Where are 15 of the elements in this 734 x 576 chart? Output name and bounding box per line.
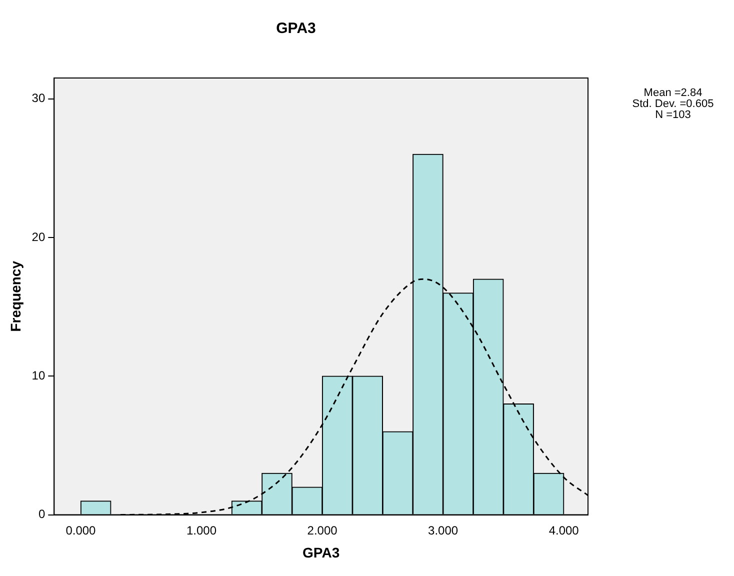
- x-tick-label: 1.000: [186, 523, 217, 538]
- y-tick-label: 20: [32, 230, 46, 244]
- x-tick-label: 0.000: [66, 523, 96, 538]
- text: N =103: [654, 109, 692, 121]
- chart-title: GPA3: [276, 20, 316, 38]
- x-tick-label: 3.000: [428, 523, 458, 538]
- y-axis-title: Frequency: [7, 260, 24, 332]
- x-tick-label: 4.000: [548, 523, 580, 538]
- y-tick-label: 0: [38, 507, 46, 522]
- text: Std. Dev. =0.605: [631, 98, 715, 110]
- x-axis-title: GPA3: [302, 544, 340, 560]
- text: Mean =2.84: [642, 87, 704, 99]
- y-tick-label: 30: [32, 91, 46, 106]
- y-tick-label: 10: [32, 368, 46, 382]
- x-tick-label: 2.000: [307, 523, 338, 538]
